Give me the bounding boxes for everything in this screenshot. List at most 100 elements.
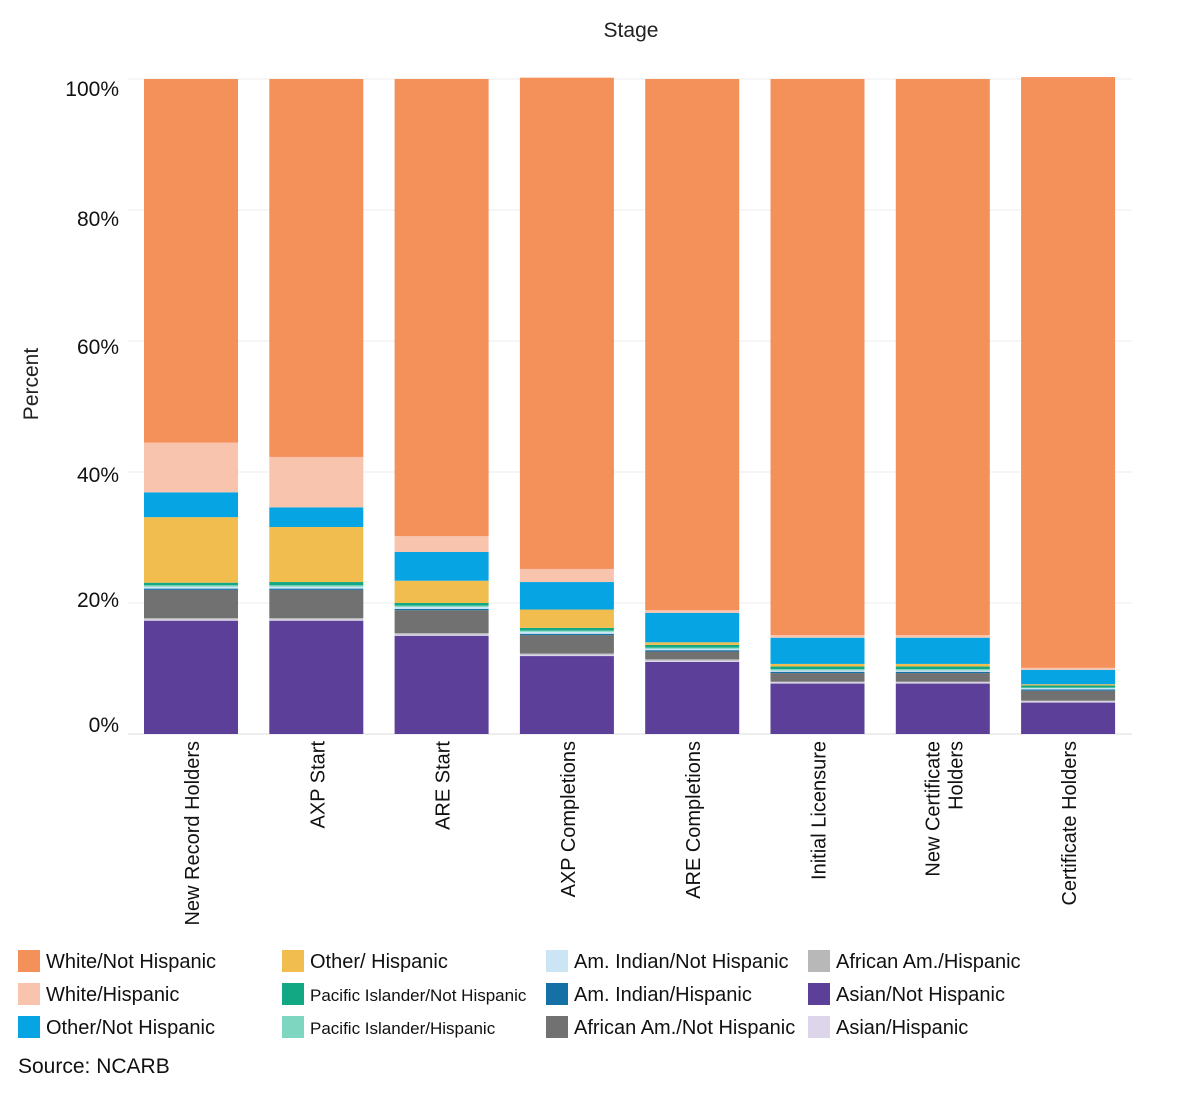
x-tick-label: AXP Start xyxy=(307,741,329,829)
bar-segment-pacific-islander-not-hispanic xyxy=(645,644,740,648)
legend-label: Pacific Islander/Hispanic xyxy=(310,1019,496,1038)
bar-segment-african-am-not-hispanic xyxy=(895,673,990,682)
bar-segment-pacific-islander-hispanic xyxy=(519,630,614,632)
y-axis-ticks: 0% 20% 40% 60% 80% 100% xyxy=(65,78,119,737)
bar-segment-african-am-hispanic xyxy=(1021,700,1116,702)
source-note: Source: NCARB xyxy=(18,1055,170,1078)
chart-title: Stage xyxy=(604,19,659,42)
bar-segment-white-not-hispanic xyxy=(144,79,238,443)
legend-swatch xyxy=(282,950,304,972)
bar-segment-other-hispanic xyxy=(144,517,238,583)
bar-segment-pacific-islander-not-hispanic xyxy=(144,582,238,586)
legend-swatch xyxy=(282,983,304,1005)
bar-segment-asian-hispanic xyxy=(394,634,489,636)
bar-axp-start xyxy=(269,79,364,734)
bar-segment-asian-hispanic xyxy=(519,654,614,657)
legend-item-white-hispanic: White/Hispanic xyxy=(18,983,179,1006)
bar-segment-african-am-not-hispanic xyxy=(519,635,614,654)
y-axis-label: Percent xyxy=(20,348,43,421)
x-tick-label: Initial Licensure xyxy=(809,741,831,880)
bar-segment-other-hispanic xyxy=(394,580,489,603)
legend-item-other-not-hispanic: Other/Not Hispanic xyxy=(18,1016,215,1039)
x-tick-label: Holders xyxy=(945,741,967,810)
bar-segment-asian-not-hispanic xyxy=(144,620,238,734)
bar-segment-white-hispanic xyxy=(645,610,740,613)
bars xyxy=(144,77,1116,734)
bar-segment-white-not-hispanic xyxy=(770,79,865,636)
bar-segment-pacific-islander-not-hispanic xyxy=(1021,685,1116,688)
x-tick-label: New Certificate xyxy=(922,741,944,877)
bar-segment-pacific-islander-not-hispanic xyxy=(519,627,614,631)
bar-segment-am-indian-not-hispanic xyxy=(645,648,740,651)
bar-initial-licensure xyxy=(770,79,865,734)
legend-swatch xyxy=(546,1016,568,1038)
bar-segment-other-hispanic xyxy=(1021,684,1116,686)
bar-segment-am-indian-not-hispanic xyxy=(895,670,990,672)
bar-segment-asian-hispanic xyxy=(645,660,740,662)
bar-segment-asian-not-hispanic xyxy=(770,683,865,734)
bar-segment-african-am-not-hispanic xyxy=(645,651,740,660)
bar-segment-african-am-hispanic xyxy=(895,681,990,683)
legend-item-am-indian-not-hispanic: Am. Indian/Not Hispanic xyxy=(546,950,789,973)
bar-segment-am-indian-hispanic xyxy=(269,588,364,590)
legend-label: Am. Indian/Not Hispanic xyxy=(574,951,789,973)
legend-label: White/Hispanic xyxy=(46,984,179,1006)
bar-segment-white-hispanic xyxy=(770,635,865,638)
bar-segment-am-indian-not-hispanic xyxy=(519,631,614,634)
legend-swatch xyxy=(546,983,568,1005)
bar-segment-pacific-islander-hispanic xyxy=(645,647,740,649)
bar-segment-african-am-hispanic xyxy=(269,618,364,620)
bar-segment-am-indian-hispanic xyxy=(519,633,614,636)
bar-segment-other-not-hispanic xyxy=(895,637,990,664)
bar-segment-pacific-islander-hispanic xyxy=(770,669,865,671)
bar-segment-other-not-hispanic xyxy=(519,582,614,610)
bar-segment-asian-not-hispanic xyxy=(895,683,990,734)
bar-certificate-holders xyxy=(1021,77,1116,734)
bar-segment-white-hispanic xyxy=(144,442,238,493)
legend-swatch xyxy=(808,983,830,1005)
bar-segment-pacific-islander-hispanic xyxy=(144,585,238,587)
bar-segment-white-hispanic xyxy=(394,536,489,552)
bar-are-completions xyxy=(645,79,740,734)
bar-segment-pacific-islander-hispanic xyxy=(895,669,990,671)
bar-segment-other-hispanic xyxy=(895,663,990,667)
bar-segment-other-not-hispanic xyxy=(394,551,489,581)
bar-segment-am-indian-hispanic xyxy=(1021,689,1116,691)
legend-swatch xyxy=(546,950,568,972)
y-tick-label: 0% xyxy=(89,714,119,737)
bar-segment-asian-not-hispanic xyxy=(645,661,740,734)
bar-segment-african-am-hispanic xyxy=(519,653,614,655)
bar-segment-asian-not-hispanic xyxy=(1021,702,1116,734)
bar-segment-other-hispanic xyxy=(519,609,614,628)
legend-swatch xyxy=(18,983,40,1005)
bar-new-record-holders xyxy=(144,79,238,734)
legend-item-african-am-hispanic: African Am./Hispanic xyxy=(808,950,1021,973)
bar-segment-other-hispanic xyxy=(269,527,364,583)
bar-segment-pacific-islander-hispanic xyxy=(394,605,489,607)
bar-segment-other-not-hispanic xyxy=(1021,669,1116,685)
bar-segment-african-am-not-hispanic xyxy=(394,610,489,634)
bar-segment-other-not-hispanic xyxy=(269,507,364,528)
bar-segment-am-indian-not-hispanic xyxy=(394,606,489,609)
bar-segment-asian-hispanic xyxy=(144,619,238,621)
legend-swatch xyxy=(18,950,40,972)
legend-item-white-not-hispanic: White/Not Hispanic xyxy=(18,950,216,973)
bar-segment-white-hispanic xyxy=(1021,667,1116,670)
bar-segment-white-not-hispanic xyxy=(519,77,614,569)
legend-label: Other/ Hispanic xyxy=(310,951,448,973)
legend-label: Am. Indian/Hispanic xyxy=(574,984,752,1006)
bar-segment-pacific-islander-not-hispanic xyxy=(895,666,990,670)
legend-label: Asian/Not Hispanic xyxy=(836,984,1005,1006)
bar-segment-asian-hispanic xyxy=(895,682,990,684)
bar-segment-other-not-hispanic xyxy=(645,612,740,643)
bar-segment-african-am-not-hispanic xyxy=(144,589,238,619)
bar-segment-pacific-islander-hispanic xyxy=(1021,687,1116,689)
x-tick-label: Certificate Holders xyxy=(1059,741,1081,906)
bar-segment-white-not-hispanic xyxy=(1021,77,1116,668)
bar-segment-am-indian-hispanic xyxy=(770,671,865,674)
bar-segment-white-hispanic xyxy=(269,456,364,508)
legend-item-african-am-not-hispanic: African Am./Not Hispanic xyxy=(546,1016,795,1039)
bar-segment-pacific-islander-not-hispanic xyxy=(770,666,865,670)
x-tick-label: ARE Start xyxy=(433,741,455,830)
bar-are-start xyxy=(394,79,489,734)
